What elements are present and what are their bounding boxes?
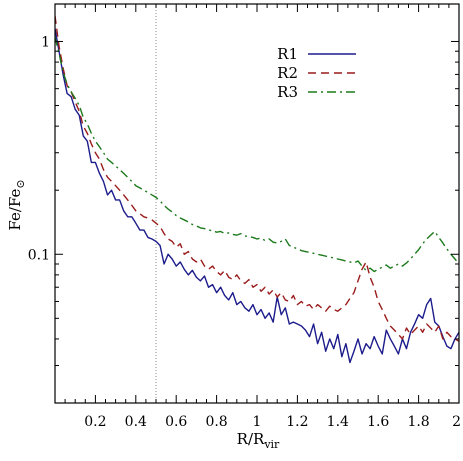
y-axis-label: Fe/Fe⊙ (6, 179, 27, 230)
x-tick-label: 0.6 (165, 414, 187, 430)
legend-label-r2: R2 (277, 64, 298, 82)
y-tick-label: 1 (41, 34, 50, 50)
x-axis-label-main: R/R (237, 430, 265, 448)
x-axis-label: R/Rvir (237, 430, 280, 451)
x-tick-label: 0.4 (125, 414, 147, 430)
series-layer (55, 15, 459, 364)
x-tick-label: 1.2 (286, 414, 308, 430)
x-tick-label: 0.8 (205, 414, 227, 430)
x-axis-label-sub: vir (263, 438, 280, 451)
y-axis-label-sub: ⊙ (14, 179, 27, 188)
x-tick-label: 2 (452, 414, 461, 430)
ticks-layer: 0.2 0.4 0.6 0.8 1 1.2 1.4 1.6 1.8 2 1 0.1 (28, 4, 461, 430)
x-tick-label: 1.8 (407, 414, 429, 430)
x-tick-label: 1 (253, 414, 262, 430)
x-tick-label: 1.4 (327, 414, 349, 430)
y-tick-label: 0.1 (28, 247, 50, 263)
series-line-r1 (55, 28, 459, 364)
series-line-r3 (55, 36, 459, 273)
legend-label-r3: R3 (277, 83, 298, 101)
x-tick-label: 1.6 (367, 414, 389, 430)
legend-label-r1: R1 (277, 45, 298, 63)
y-axis-label-main: Fe/Fe (6, 188, 24, 230)
x-tick-label: 0.2 (84, 414, 106, 430)
series-line-r2 (55, 15, 459, 342)
